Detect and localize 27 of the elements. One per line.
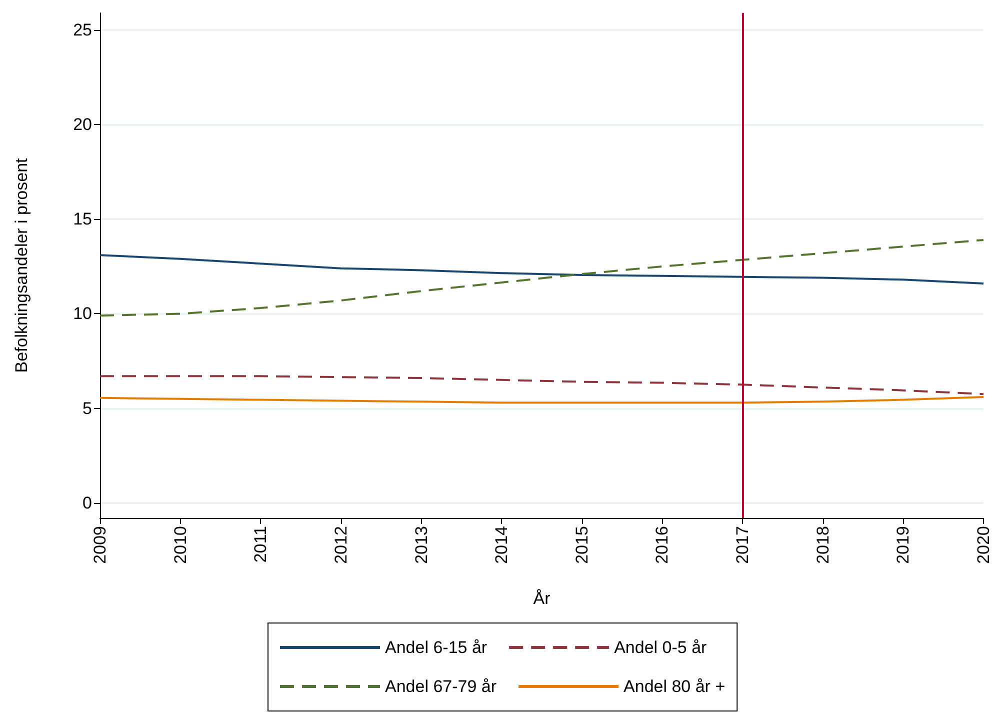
x-tick-label: 2020	[974, 526, 992, 564]
x-tick-label: 2012	[331, 526, 350, 564]
x-tick-label: 2019	[894, 526, 913, 564]
y-tick-label: 20	[73, 115, 92, 134]
line-series	[99, 375, 984, 396]
y-tick-label: 5	[82, 398, 92, 418]
x-tick-label: 2013	[412, 526, 431, 564]
y-tick-label: 10	[73, 304, 92, 324]
y-axis-title: Befolkningsandeler i prosent	[12, 158, 31, 373]
x-tick-label: 2016	[652, 526, 672, 564]
line-series	[99, 238, 984, 317]
x-tick-label: 2018	[813, 526, 832, 564]
x-tick-label: 2017	[733, 526, 752, 564]
legend-label: Andel 0-5 år	[614, 638, 708, 657]
legend-label: Andel 6-15 år	[385, 638, 488, 657]
x-axis-title: År	[533, 589, 551, 608]
legend-label: Andel 80 år +	[624, 677, 726, 696]
y-tick-label: 0	[82, 493, 92, 512]
x-tick-label: 2009	[90, 526, 110, 564]
y-tick-label: 15	[73, 210, 92, 229]
line-series	[99, 254, 984, 284]
x-tick-label: 2011	[251, 526, 270, 563]
x-tick-label: 2015	[572, 526, 592, 564]
x-tick-label: 2010	[170, 526, 190, 564]
legend-label: Andel 67-79 år	[385, 677, 497, 696]
x-tick-label: 2014	[492, 526, 512, 564]
y-tick-label: 25	[73, 20, 92, 40]
